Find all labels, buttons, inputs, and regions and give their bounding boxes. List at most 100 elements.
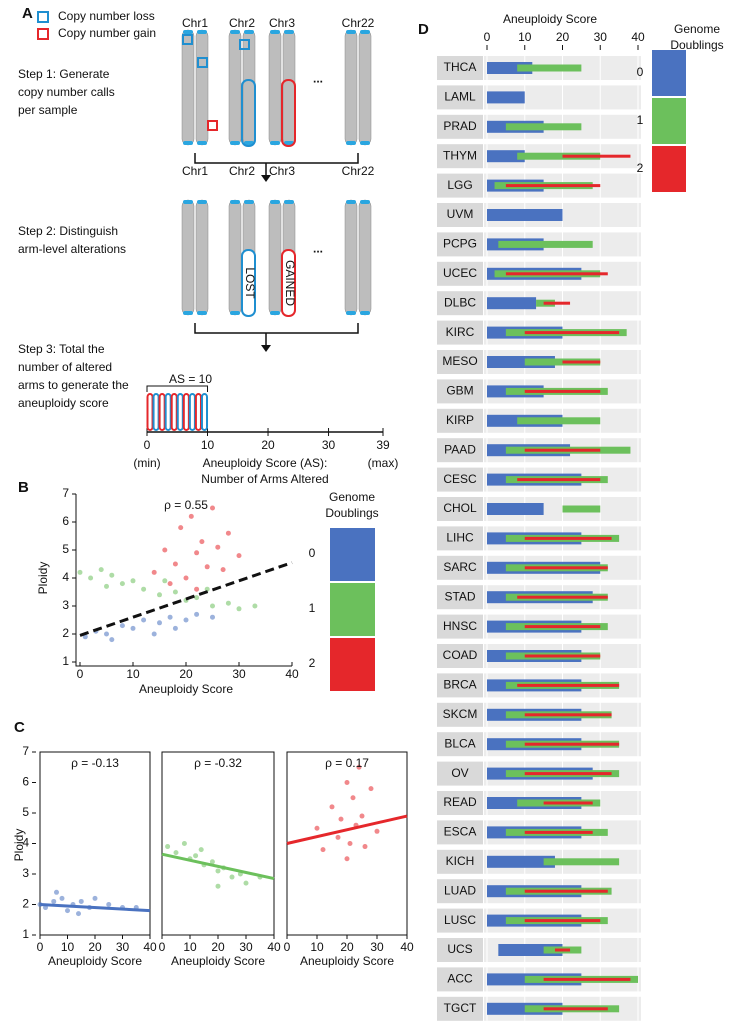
point	[215, 868, 221, 874]
range-bar	[524, 772, 612, 776]
row-label-box	[437, 732, 483, 757]
point	[59, 895, 65, 901]
chromatid	[358, 29, 372, 146]
range-bar	[487, 297, 537, 310]
row-label-box	[437, 673, 483, 698]
point	[109, 572, 115, 578]
point	[92, 895, 98, 901]
point	[178, 525, 184, 531]
row-label: THCA	[444, 60, 477, 74]
arrowhead	[261, 175, 271, 182]
telomere	[197, 200, 207, 204]
row-label-box	[437, 526, 483, 551]
step-text: arm-level alterations	[18, 242, 126, 256]
row-label: LGG	[447, 178, 472, 192]
legend-label: Copy number loss	[58, 9, 155, 23]
range-bar	[505, 272, 608, 276]
as-tick-label: 0	[144, 438, 151, 452]
annotation: ρ = 0.55	[164, 498, 208, 512]
range-bar	[554, 948, 571, 952]
point	[151, 631, 157, 637]
range-bar	[524, 566, 608, 570]
range-bar	[487, 209, 563, 221]
point	[344, 780, 350, 785]
point	[151, 569, 157, 575]
as-axis-title: Aneuploidy Score (AS):	[203, 456, 328, 470]
point	[119, 623, 125, 629]
altered-arm	[194, 393, 202, 431]
point	[106, 902, 112, 907]
altered-arm	[176, 393, 184, 431]
point	[220, 567, 226, 573]
point	[338, 816, 344, 822]
row-label: UCS	[447, 942, 472, 956]
point	[359, 813, 365, 819]
telomere	[360, 141, 370, 145]
point	[225, 530, 231, 536]
point	[157, 620, 162, 626]
legend-swatch	[652, 50, 686, 96]
point	[104, 583, 109, 589]
range-bar	[524, 919, 601, 923]
row-label-box	[437, 261, 483, 286]
y-tick-label: 5	[22, 805, 29, 819]
legend-label: 1	[309, 601, 316, 615]
as-min: (min)	[133, 456, 160, 470]
point	[130, 625, 136, 631]
chromatid	[195, 29, 209, 146]
range-bar	[524, 742, 620, 746]
step-text: Step 3: Total the	[18, 342, 105, 356]
legend-label: 2	[637, 161, 644, 175]
chart-title: Aneuploidy Score	[503, 12, 597, 26]
point	[225, 600, 231, 606]
telomere	[270, 200, 280, 204]
chromatid	[282, 29, 296, 146]
point	[162, 578, 168, 584]
x-tick-label: 0	[77, 667, 84, 681]
telomere	[197, 141, 207, 145]
range-bar	[543, 801, 593, 805]
row-label-box	[437, 791, 483, 815]
telomere	[230, 141, 240, 145]
as-label: AS = 10	[169, 372, 212, 386]
legend-loss-swatch	[37, 11, 49, 23]
trend-line	[161, 852, 275, 881]
legend-gain-swatch	[37, 28, 49, 40]
y-tick-label: 3	[22, 866, 29, 880]
point	[65, 908, 70, 914]
gain-mark	[207, 120, 218, 131]
chromosome-label: Chr3	[269, 16, 295, 30]
row-label: PAAD	[444, 442, 476, 456]
y-tick-label: 7	[62, 486, 69, 500]
point	[141, 586, 147, 592]
legend-title: Doublings	[670, 38, 723, 52]
annotation: ρ = -0.32	[194, 756, 242, 770]
range-bar	[524, 536, 612, 540]
range-bar	[543, 858, 620, 866]
row-label-box	[437, 438, 483, 463]
as-bracket	[146, 385, 209, 392]
row-label-box	[437, 85, 483, 110]
telomere	[284, 141, 294, 145]
loss-mark	[197, 57, 208, 68]
y-tick-label: 5	[62, 542, 69, 556]
x-tick-label: 10	[183, 940, 197, 954]
chromosome-label: Chr22	[342, 164, 375, 178]
row-label-box	[437, 56, 483, 80]
point	[167, 581, 173, 587]
as-tick-label: 30	[322, 438, 336, 452]
row-label-box	[437, 879, 483, 904]
range-bar	[543, 301, 571, 305]
telomere	[197, 311, 207, 315]
row-label: THYM	[443, 148, 477, 162]
row-label-box	[437, 379, 483, 404]
row-label-box	[437, 614, 483, 639]
row-label-box	[437, 996, 483, 1021]
x-axis-title: Aneuploidy Score	[139, 682, 233, 696]
row-label: KIRC	[446, 325, 475, 339]
row-label: LIHC	[446, 531, 474, 545]
row-label-box	[437, 938, 483, 962]
axes	[75, 494, 292, 667]
x-tick-label: 10	[126, 667, 140, 681]
